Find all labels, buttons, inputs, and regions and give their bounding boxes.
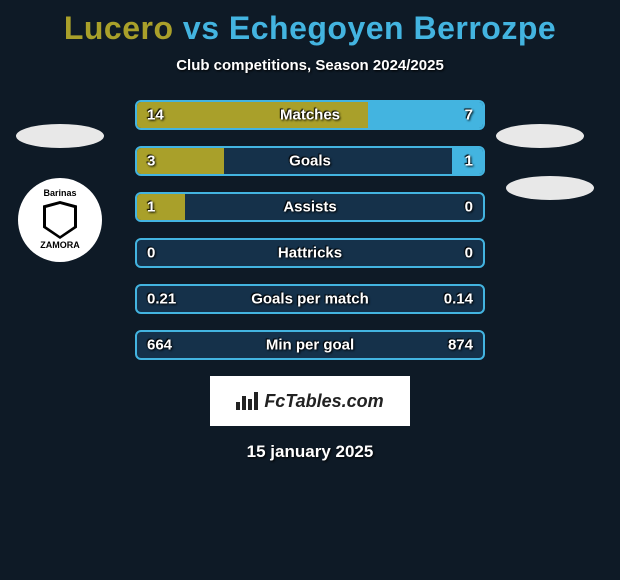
team2-placeholder-ellipse-2 (506, 176, 594, 200)
stat-value-right: 874 (448, 337, 473, 354)
stat-value-left: 1 (147, 199, 155, 216)
stat-label: Goals per match (251, 291, 369, 308)
stat-row: 664 874 Min per goal (135, 330, 485, 360)
stat-value-right: 7 (465, 107, 473, 124)
player1-name: Lucero (64, 10, 174, 46)
stat-value-left: 3 (147, 153, 155, 170)
team1-badge: Barinas ZAMORA (18, 178, 102, 262)
team1-logo: Barinas ZAMORA (18, 178, 102, 262)
vs-label: vs (183, 10, 220, 46)
stat-label: Assists (283, 199, 336, 216)
stat-label: Matches (280, 107, 340, 124)
stat-row: 3 1 Goals (135, 146, 485, 176)
stat-bar-left (137, 194, 185, 220)
stat-value-left: 14 (147, 107, 164, 124)
stat-label: Goals (289, 153, 331, 170)
team1-placeholder-ellipse (16, 124, 104, 148)
stat-value-left: 0.21 (147, 291, 176, 308)
stat-value-left: 0 (147, 245, 155, 262)
stat-value-right: 1 (465, 153, 473, 170)
comparison-title: Lucero vs Echegoyen Berrozpe (0, 0, 620, 47)
stat-value-right: 0.14 (444, 291, 473, 308)
stat-label: Min per goal (266, 337, 354, 354)
club-top-text: Barinas (43, 189, 76, 199)
chart-icon (236, 392, 258, 410)
team2-placeholder-ellipse-1 (496, 124, 584, 148)
brand-text: FcTables.com (264, 391, 383, 412)
player2-name: Echegoyen Berrozpe (229, 10, 556, 46)
stat-row: 1 0 Assists (135, 192, 485, 222)
stat-label: Hattricks (278, 245, 342, 262)
club-shield-icon (43, 201, 77, 239)
stat-value-right: 0 (465, 199, 473, 216)
stat-row: 0.21 0.14 Goals per match (135, 284, 485, 314)
stat-row: 14 7 Matches (135, 100, 485, 130)
stat-value-left: 664 (147, 337, 172, 354)
brand-badge: FcTables.com (210, 376, 410, 426)
snapshot-date: 15 january 2025 (0, 442, 620, 462)
stat-row: 0 0 Hattricks (135, 238, 485, 268)
subtitle: Club competitions, Season 2024/2025 (0, 57, 620, 74)
stats-container: 14 7 Matches 3 1 Goals 1 0 Assists 0 0 Hattricks 0.2… (135, 100, 485, 360)
stat-value-right: 0 (465, 245, 473, 262)
club-bottom-text: ZAMORA (40, 241, 80, 251)
